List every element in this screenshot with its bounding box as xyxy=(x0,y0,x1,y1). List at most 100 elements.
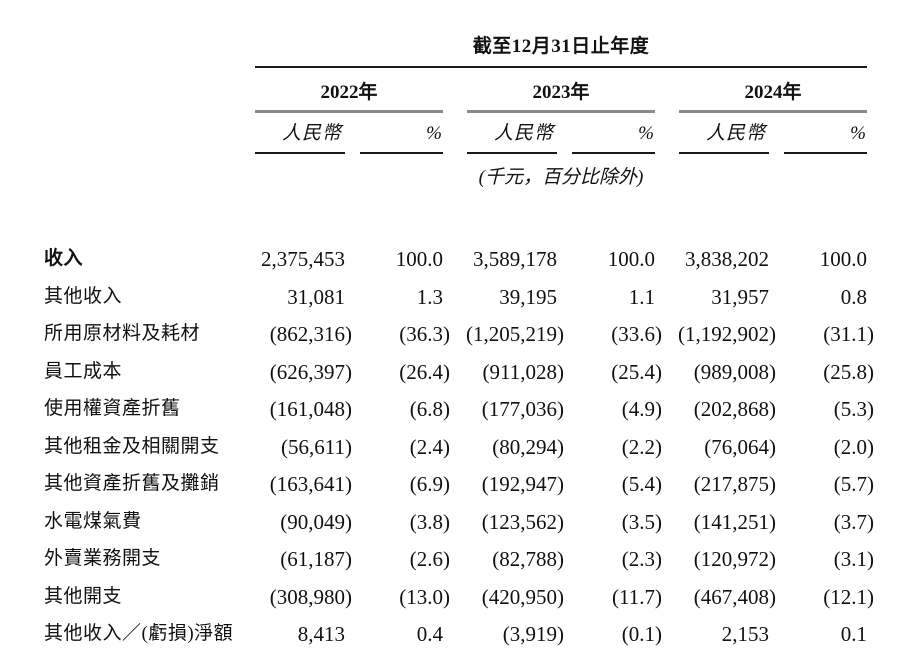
table-row: 其他收入 31,081 1.3 39,195 1.1 31,957 0.8 xyxy=(0,278,909,316)
percent-column-label: % xyxy=(850,123,866,144)
row-label: 其他開支 xyxy=(44,586,123,607)
cell-value: (141,251) xyxy=(693,510,776,534)
year-group-header: 2024年 人民幣 % xyxy=(679,83,867,155)
cell-value: (911,028) xyxy=(482,360,564,384)
year-group-header: 2022年 人民幣 % xyxy=(255,83,443,155)
cell-value: (1,192,902) xyxy=(678,322,776,346)
year-label: 2023年 xyxy=(532,82,590,103)
cell-value: 2,153 xyxy=(721,622,769,646)
table-row: 所用原材料及耗材 (862,316) (36.3) (1,205,219) (33.6… xyxy=(0,315,909,353)
row-label: 員工成本 xyxy=(44,361,123,382)
year-group-header: 2023年 人民幣 % xyxy=(467,83,655,155)
cell-value: 0.1 xyxy=(840,622,867,646)
cell-value: 31,081 xyxy=(287,285,345,309)
cell-value: (61,187) xyxy=(280,547,352,571)
cell-value: (2.0) xyxy=(833,435,874,459)
cell-value: (6.8) xyxy=(409,397,450,421)
cell-value: 100.0 xyxy=(819,247,867,271)
currency-column-label: 人民幣 xyxy=(493,123,554,144)
cell-value: (4.9) xyxy=(621,397,662,421)
cell-value: (56,611) xyxy=(281,435,352,459)
cell-value: (202,868) xyxy=(693,397,776,421)
cell-value: 0.8 xyxy=(840,285,867,309)
cell-value: 3,838,202 xyxy=(685,247,769,271)
percent-underline-rule xyxy=(572,152,655,154)
table-row: 收入 2,375,453 100.0 3,589,178 100.0 3,838,202… xyxy=(0,240,909,278)
cell-value: (120,972) xyxy=(693,547,776,571)
row-label: 其他收入／(虧損)淨額 xyxy=(44,623,234,644)
cell-value: (36.3) xyxy=(399,322,450,346)
currency-underline-rule xyxy=(679,152,769,154)
percent-column-label: % xyxy=(426,123,442,144)
cell-value: (161,048) xyxy=(269,397,352,421)
row-label: 水電煤氣費 xyxy=(44,511,142,532)
cell-value: (467,408) xyxy=(693,585,776,609)
cell-value: (862,316) xyxy=(269,322,352,346)
table-row: 員工成本 (626,397) (26.4) (911,028) (25.4) (989,… xyxy=(0,353,909,391)
unit-note: (千元，百分比除外) xyxy=(478,167,644,188)
cell-value: (25.8) xyxy=(823,360,874,384)
cell-value: (0.1) xyxy=(621,622,662,646)
row-label: 所用原材料及耗材 xyxy=(44,323,201,344)
percent-underline-rule xyxy=(784,152,867,154)
table-row: 其他開支 (308,980) (13.0) (420,950) (11.7) (467,… xyxy=(0,578,909,616)
year-underline-rule xyxy=(255,110,443,113)
cell-value: (12.1) xyxy=(823,585,874,609)
cell-value: (3.8) xyxy=(409,510,450,534)
table-row: 其他資產折舊及攤銷 (163,641) (6.9) (192,947) (5.4) (2… xyxy=(0,465,909,503)
cell-value: 3,589,178 xyxy=(473,247,557,271)
cell-value: (13.0) xyxy=(399,585,450,609)
cell-value: (2.2) xyxy=(621,435,662,459)
cell-value: (308,980) xyxy=(269,585,352,609)
table-period-title: 截至12月31日止年度 xyxy=(472,36,650,57)
cell-value: (76,064) xyxy=(704,435,776,459)
percent-underline-rule xyxy=(360,152,443,154)
row-label: 其他資產折舊及攤銷 xyxy=(44,473,220,494)
cell-value: (11.7) xyxy=(612,585,662,609)
cell-value: 100.0 xyxy=(607,247,655,271)
row-label: 其他收入 xyxy=(44,286,123,307)
cell-value: 8,413 xyxy=(297,622,345,646)
table-row: 使用權資產折舊 (161,048) (6.8) (177,036) (4.9) (202… xyxy=(0,390,909,428)
cell-value: 0.4 xyxy=(416,622,443,646)
cell-value: (1,205,219) xyxy=(466,322,564,346)
year-underline-rule xyxy=(679,110,867,113)
table-row: 外賣業務開支 (61,187) (2.6) (82,788) (2.3) (120,97… xyxy=(0,540,909,578)
row-label: 收入 xyxy=(44,248,84,269)
cell-value: (80,294) xyxy=(492,435,564,459)
cell-value: (25.4) xyxy=(611,360,662,384)
cell-value: (90,049) xyxy=(280,510,352,534)
percent-column-label: % xyxy=(638,123,654,144)
cell-value: (3,919) xyxy=(502,622,564,646)
cell-value: (163,641) xyxy=(269,472,352,496)
cell-value: (33.6) xyxy=(611,322,662,346)
row-label: 其他租金及相關開支 xyxy=(44,436,220,457)
cell-value: 39,195 xyxy=(499,285,557,309)
currency-column-label: 人民幣 xyxy=(705,123,766,144)
year-underline-rule xyxy=(467,110,655,113)
cell-value: 1.3 xyxy=(416,285,443,309)
year-label: 2024年 xyxy=(744,82,802,103)
cell-value: (217,875) xyxy=(693,472,776,496)
cell-value: 31,957 xyxy=(711,285,769,309)
cell-value: (5.3) xyxy=(833,397,874,421)
row-label: 使用權資產折舊 xyxy=(44,398,181,419)
cell-value: 1.1 xyxy=(628,285,655,309)
cell-value: (5.4) xyxy=(621,472,662,496)
table-row: 其他收入／(虧損)淨額 8,413 0.4 (3,919) (0.1) 2,153 0.1 xyxy=(0,615,909,653)
currency-underline-rule xyxy=(467,152,557,154)
cell-value: (3.5) xyxy=(621,510,662,534)
cell-value: (626,397) xyxy=(269,360,352,384)
currency-column-label: 人民幣 xyxy=(281,123,342,144)
cell-value: (82,788) xyxy=(492,547,564,571)
cell-value: (5.7) xyxy=(833,472,874,496)
cell-value: 100.0 xyxy=(395,247,443,271)
cell-value: (2.3) xyxy=(621,547,662,571)
cell-value: (989,008) xyxy=(693,360,776,384)
row-label: 外賣業務開支 xyxy=(44,548,162,569)
title-underline-rule xyxy=(255,66,867,68)
cell-value: (3.7) xyxy=(833,510,874,534)
cell-value: (31.1) xyxy=(823,322,874,346)
cell-value: (26.4) xyxy=(399,360,450,384)
